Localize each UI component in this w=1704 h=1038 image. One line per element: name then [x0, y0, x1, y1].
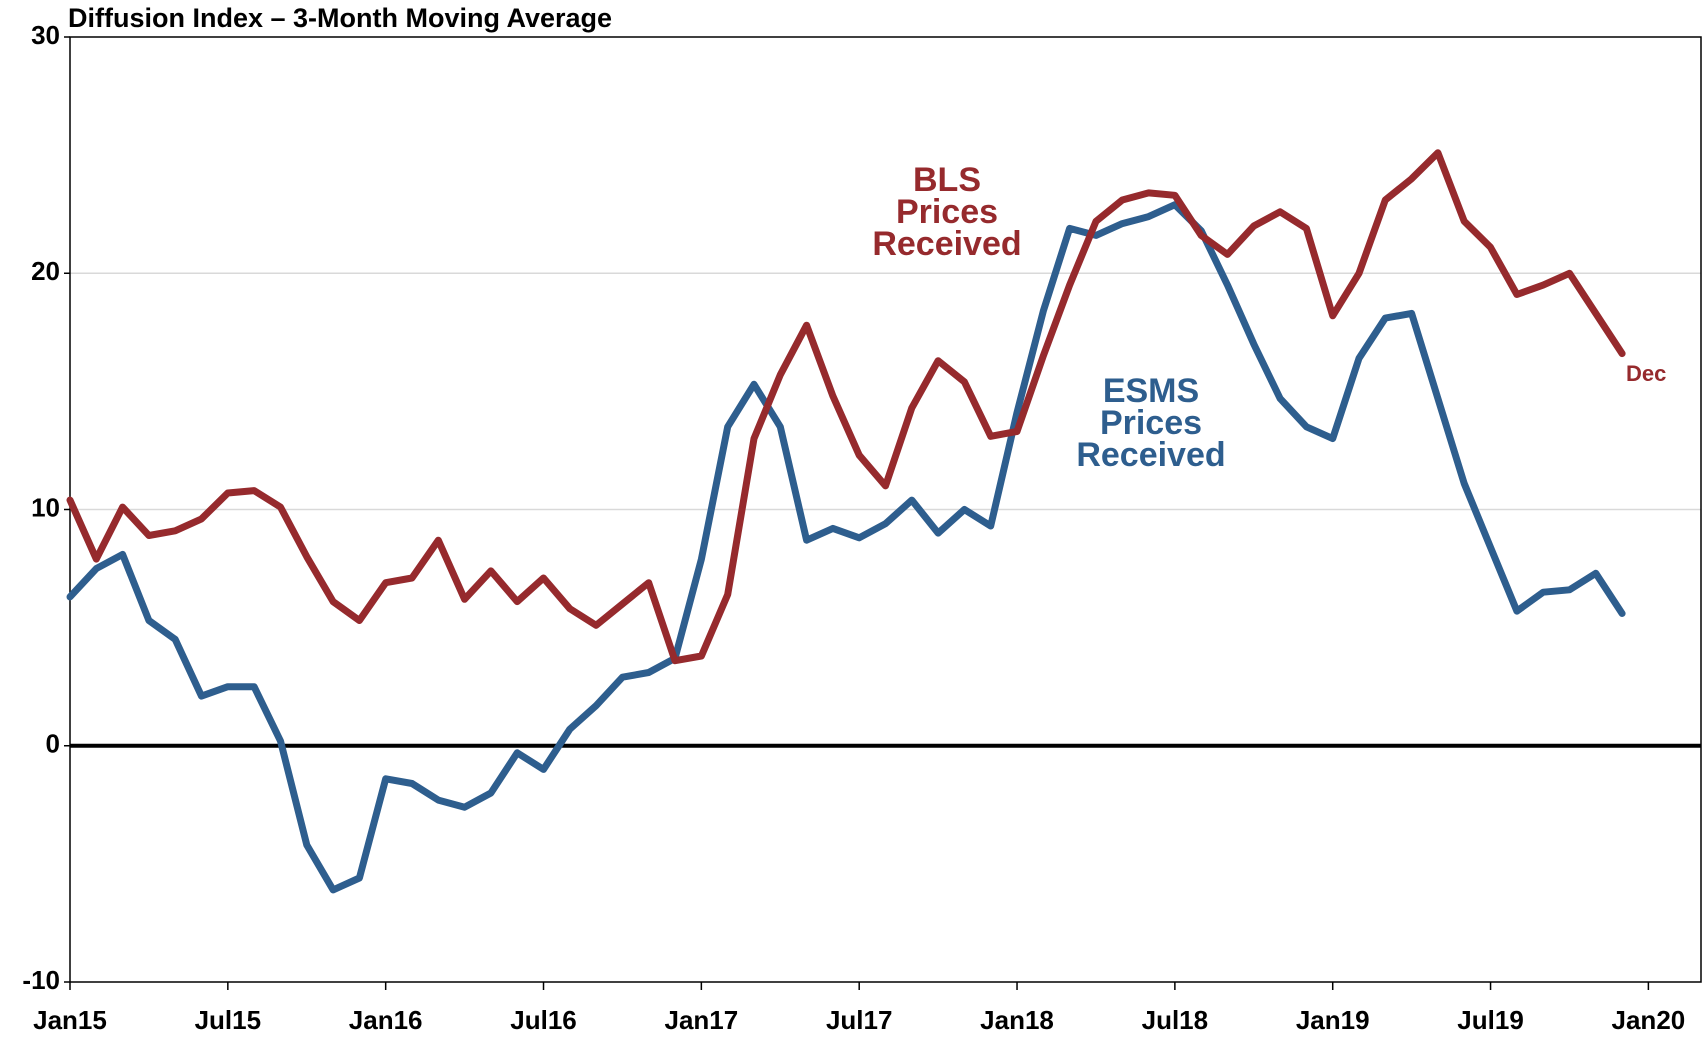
annotation: Received — [872, 225, 1021, 263]
y-tick-label: 20 — [31, 256, 60, 286]
x-tick-label: Jul18 — [1142, 1005, 1209, 1035]
y-tick-label: 10 — [31, 492, 60, 522]
y-tick-label: -10 — [22, 965, 60, 995]
line-series — [66, 201, 1626, 894]
x-tick-label: Jan18 — [980, 1005, 1054, 1035]
annotation: Received — [1076, 436, 1225, 474]
y-tick-label: 30 — [31, 20, 60, 50]
y-tick-label: 0 — [46, 729, 60, 759]
chart-title: Diffusion Index – 3-Month Moving Average — [68, 3, 612, 33]
annotation: ESMS — [1103, 372, 1199, 410]
x-tick-label: Jan15 — [33, 1005, 107, 1035]
plot-frame — [69, 36, 1702, 983]
annotation: Dec — [1626, 361, 1666, 386]
annotation: Prices — [1100, 404, 1202, 442]
x-tick-label: Jul17 — [826, 1005, 893, 1035]
x-tick-label: Jan17 — [664, 1005, 738, 1035]
line-series — [66, 149, 1626, 665]
x-tick-label: Jan19 — [1296, 1005, 1370, 1035]
x-tick-label: Jul19 — [1457, 1005, 1524, 1035]
x-tick-label: Jul15 — [195, 1005, 262, 1035]
annotation: Prices — [896, 193, 998, 231]
x-tick-label: Jan20 — [1612, 1005, 1686, 1035]
x-tick-label: Jul16 — [510, 1005, 577, 1035]
annotation: BLS — [913, 161, 981, 199]
x-tick-label: Jan16 — [349, 1005, 423, 1035]
